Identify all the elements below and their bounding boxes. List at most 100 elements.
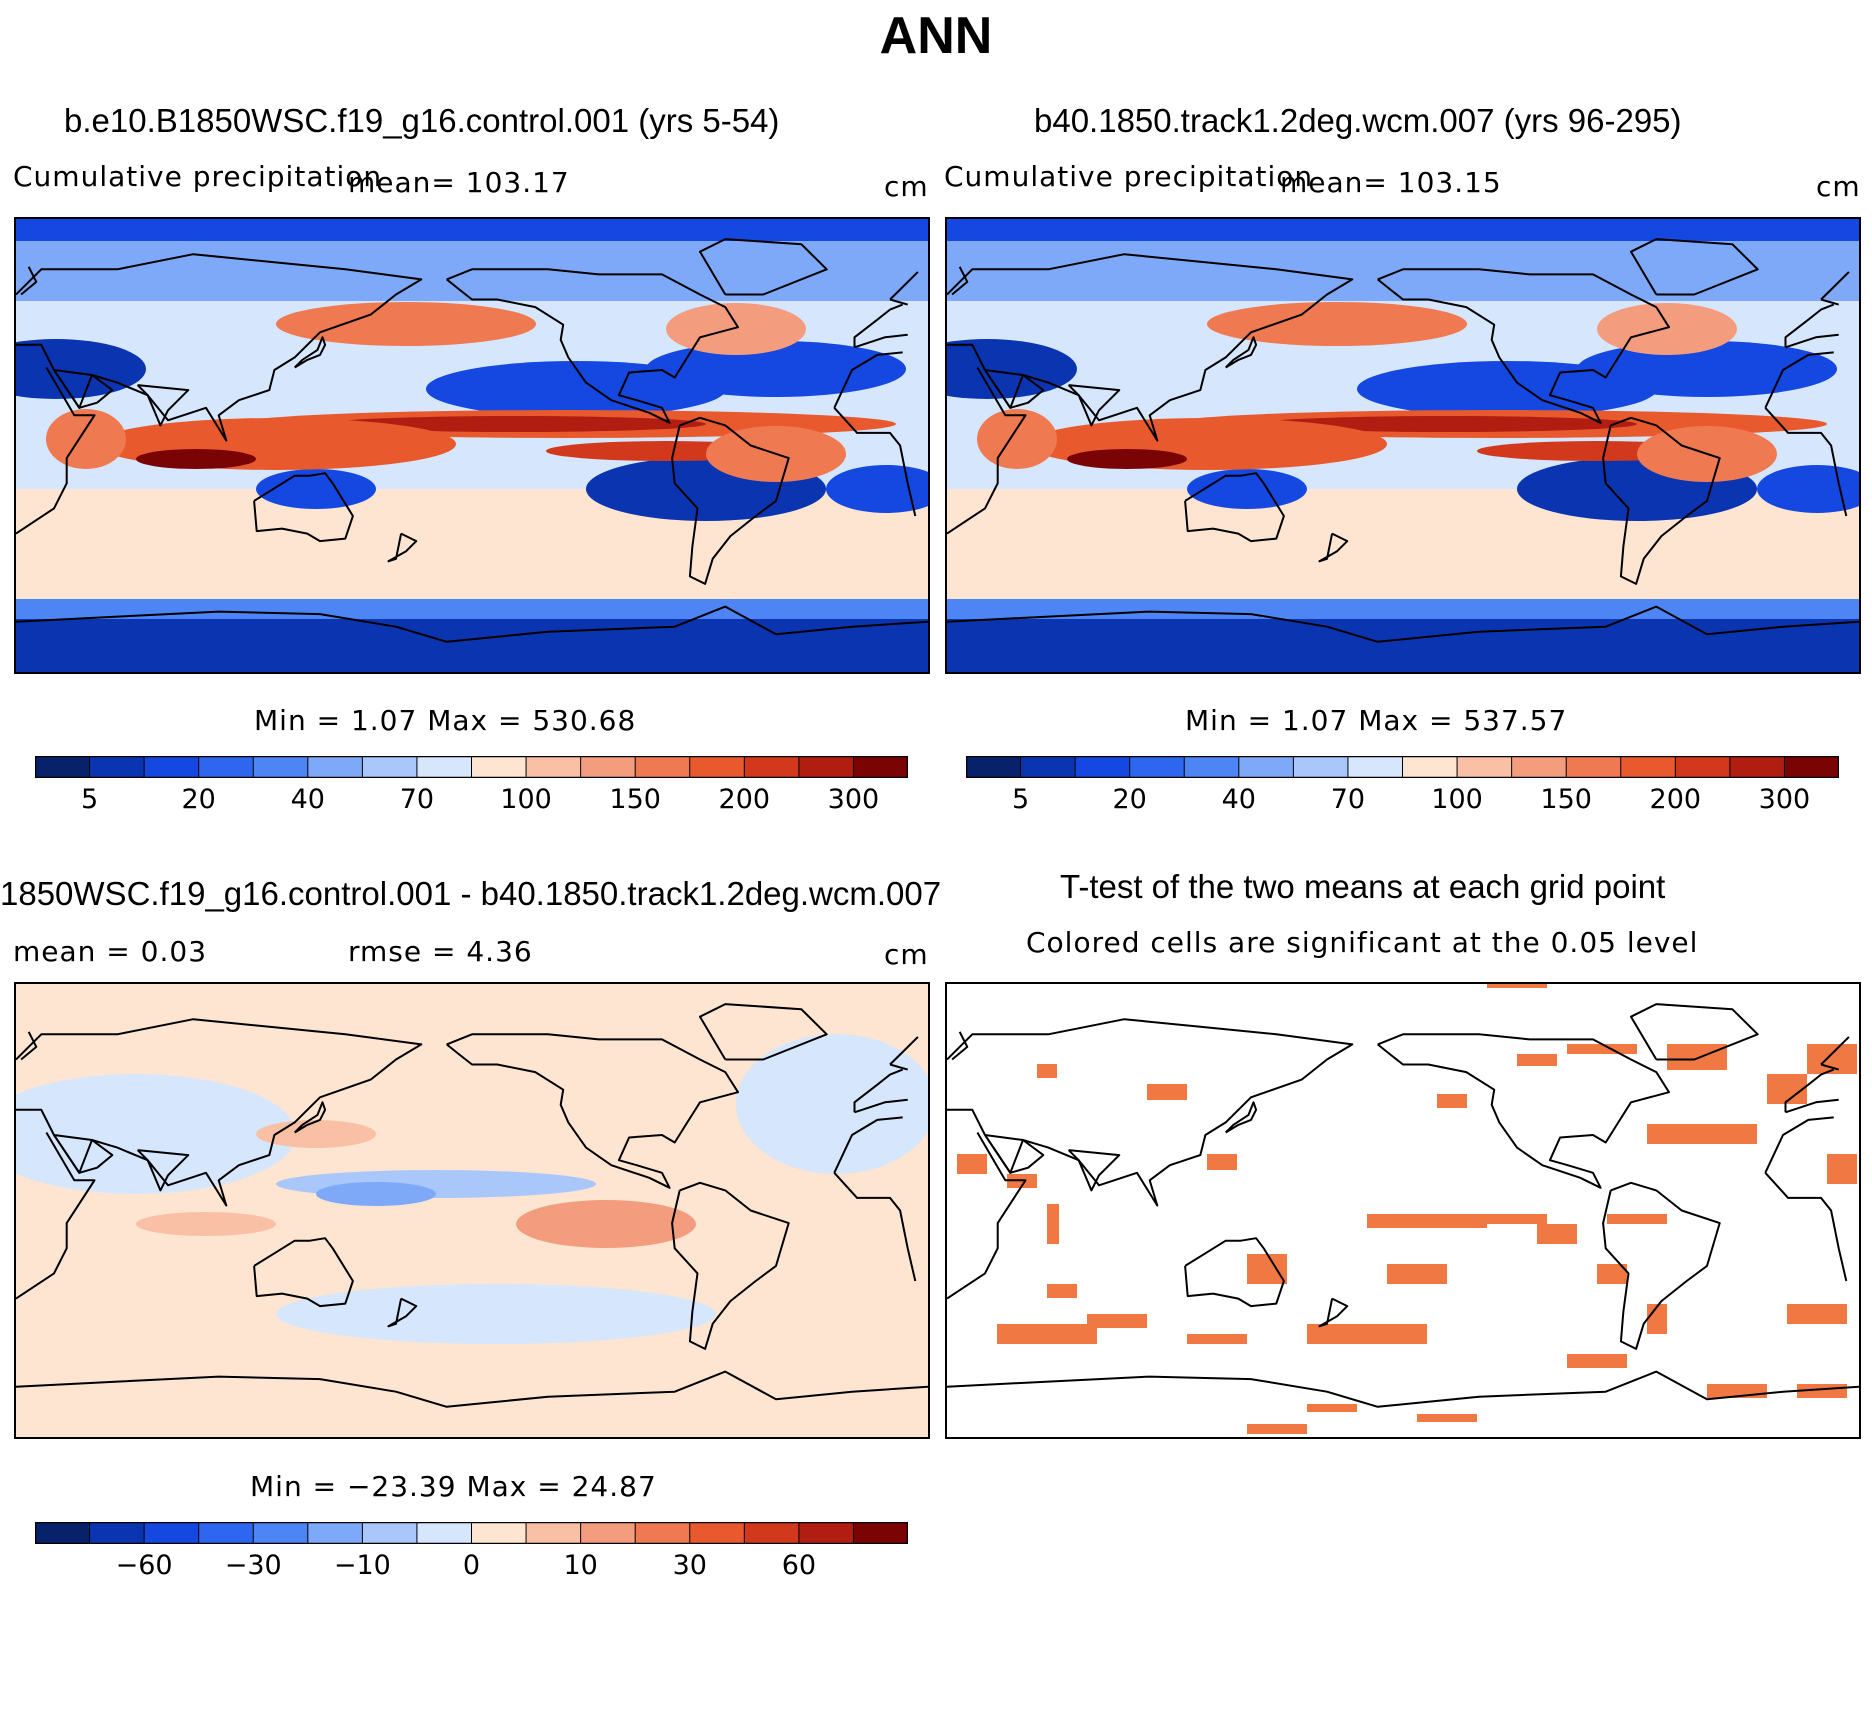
panel2-colorbar-tick-label: 100 (1431, 784, 1483, 815)
coastline (20, 1031, 919, 1071)
panel2-colorbar-box (1783, 755, 1840, 779)
north-atlantic-storm-track (666, 303, 806, 355)
significant-cell (1597, 1264, 1627, 1284)
panel1-minmax: Min = 1.07 Max = 530.68 (254, 704, 637, 737)
significant-cell (1037, 1064, 1057, 1078)
significant-cell (1247, 1424, 1307, 1434)
panel2-colorbar-tick-label: 150 (1540, 784, 1592, 815)
south-indian-dry-zone (1187, 469, 1307, 509)
panel1-colorbar-box (416, 755, 473, 779)
coastline (446, 268, 739, 424)
coastline (16, 605, 928, 643)
coastline (1067, 1149, 1121, 1192)
north-pacific-storm-track (1207, 302, 1467, 346)
panel2-colorbar-box (965, 755, 1022, 779)
south-atlantic-dry-zone (1757, 465, 1859, 513)
panel3-map-svg (16, 984, 928, 1437)
panel2-minmax: Min = 1.07 Max = 537.57 (1185, 704, 1568, 737)
coastline (1067, 384, 1121, 427)
panel3-colorbar-box (361, 1521, 418, 1545)
panel1-colorbar-tick-label: 100 (500, 784, 552, 815)
panel3-colorbar-box (852, 1521, 909, 1545)
coastline (16, 351, 917, 535)
diff-positive-region (136, 1212, 276, 1236)
significant-cell (1417, 1414, 1477, 1422)
panel3-colorbar-box (307, 1521, 364, 1545)
indian-ocean-max (136, 449, 256, 469)
coastline (16, 1116, 917, 1300)
coastline (253, 472, 354, 543)
panel2-colorbar-box (1674, 755, 1731, 779)
coastline (387, 532, 418, 563)
panel4-title: T-test of the two means at each grid poi… (1060, 868, 1666, 905)
panel1-colorbar-box (252, 755, 309, 779)
coastline (1377, 1033, 1670, 1189)
panel3-colorbar-box (580, 1521, 637, 1545)
panel3-colorbar-tick-label: 30 (672, 1550, 707, 1581)
diff-negative-region (16, 1074, 296, 1194)
panel1-colorbar-tick-label: 300 (827, 784, 880, 815)
coastline (293, 336, 327, 369)
panel1-map (14, 217, 930, 674)
significant-cell (1147, 1084, 1187, 1100)
panel2-map-svg (947, 219, 1859, 672)
coastline (387, 1297, 418, 1328)
panel3-colorbar-tick-label: −60 (115, 1550, 173, 1581)
panel3-colorbar-box (743, 1521, 800, 1545)
significant-cell (1307, 1324, 1427, 1344)
coastline (16, 1370, 928, 1408)
diff-negative-region (736, 1034, 928, 1174)
itcz-core (1257, 416, 1637, 432)
coastline (1224, 336, 1258, 369)
panel2-colorbar-tick-label: 40 (1221, 784, 1256, 815)
sahara-dry-zone (947, 339, 1077, 399)
coastline (1602, 1181, 1721, 1350)
panel1-map-svg (16, 219, 928, 672)
significant-cell (1827, 1154, 1857, 1184)
itcz-core (326, 416, 706, 432)
south-indian-dry-zone (256, 469, 376, 509)
panel3-title: 1850WSC.f19_g16.control.001 - b40.1850.t… (0, 875, 942, 912)
coastline (947, 351, 1848, 535)
panel1-colorbar-tick-label: 20 (181, 784, 216, 815)
coastline (253, 1237, 354, 1308)
panel3-colorbar-tick-label: −30 (224, 1550, 282, 1581)
coastline (671, 416, 790, 585)
panel3-colorbar-box (34, 1521, 91, 1545)
panel4-map (945, 982, 1861, 1439)
significant-cell (1307, 1404, 1357, 1412)
panel3-colorbar-box (252, 1521, 309, 1545)
panel3-map (14, 982, 930, 1439)
panel1-variable-label: Cumulative precipitation (13, 160, 383, 193)
panel1-colorbar-box (198, 755, 255, 779)
panel3-colorbar-box (143, 1521, 200, 1545)
panel1-colorbar-tick-label: 200 (718, 784, 771, 815)
coastline (699, 1003, 828, 1061)
congo-wet-zone (977, 409, 1057, 469)
diff-positive-region (516, 1200, 696, 1248)
north-atlantic-storm-track (1597, 303, 1737, 355)
panel3-colorbar-box (798, 1521, 855, 1545)
significant-cell (1667, 1044, 1727, 1070)
panel3-colorbar: −60 −30 −10 0 10 30 60 (34, 1521, 909, 1584)
panel1-colorbar-tick-label: 70 (399, 784, 435, 815)
congo-wet-zone (46, 409, 126, 469)
north-pacific-storm-track (276, 302, 536, 346)
panel2-colorbar-box (1620, 755, 1677, 779)
panel1-colorbar-box (743, 755, 800, 779)
panel2-colorbar-box (1129, 755, 1186, 779)
panel2-colorbar-tick-label: 300 (1758, 784, 1811, 815)
coastline (1630, 238, 1759, 296)
significant-cell (1207, 1154, 1237, 1170)
diff-positive-region (256, 1120, 376, 1148)
precip-antarctic-band (16, 619, 928, 672)
coastline (947, 1116, 1848, 1300)
panel3-minmax: Min = −23.39 Max = 24.87 (250, 1470, 657, 1503)
coastline (1184, 472, 1285, 543)
panel2-colorbar-box (1020, 755, 1077, 779)
north-atlantic-dry-zone (646, 341, 906, 397)
precip-southern-ocean-band (16, 599, 928, 619)
coastline (1602, 416, 1721, 585)
panel2-colorbar-box (1183, 755, 1240, 779)
panel2-colorbar-box (1402, 755, 1459, 779)
